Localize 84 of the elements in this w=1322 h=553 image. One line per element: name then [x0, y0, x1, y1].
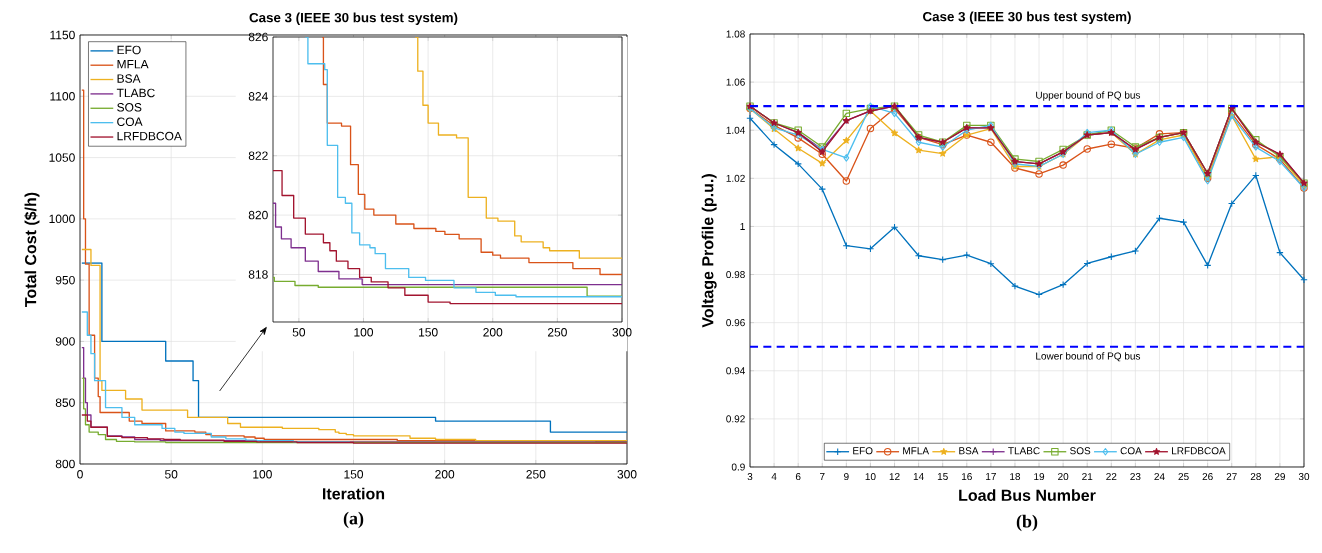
x-tick-label: 100 [354, 328, 374, 337]
x-tick-label: 12 [889, 473, 900, 481]
y-tick-label: 900 [55, 337, 75, 346]
x-axis-title: Iteration [323, 487, 385, 500]
legend-label: EFO [117, 45, 141, 55]
x-tick-label: 14 [913, 473, 924, 480]
y-tick-label: 0.94 [726, 367, 745, 375]
x-tick-label: 300 [617, 470, 637, 479]
x-tick-label: 150 [419, 328, 438, 337]
x-tick-label: 9 [844, 473, 849, 481]
y-tick-label: 1100 [50, 92, 75, 101]
text: (a) [343, 511, 364, 529]
chart-title: Case 3 (IEEE 30 bus test system) [923, 11, 1131, 24]
legend-label: EFO [853, 447, 873, 455]
legend-label: TLABC [116, 88, 155, 98]
x-tick-label: 250 [547, 328, 567, 337]
x-tick-label: 10 [865, 473, 876, 481]
x-tick-label: 20 [1058, 473, 1069, 481]
x-tick-label: 300 [612, 328, 632, 337]
y-tick-label: 0.96 [726, 319, 745, 327]
x-tick-label: 22 [1106, 473, 1117, 481]
x-tick-label: 29 [1274, 473, 1285, 481]
y-tick-label: 824 [248, 92, 268, 101]
x-tick-label: 24 [1154, 473, 1165, 481]
chart-title: Case 3 (IEEE 30 bus test system) [249, 12, 458, 25]
legend-label: SOS [1070, 447, 1091, 455]
x-tick-label: 50 [164, 470, 178, 479]
x-tick-label: 30 [1298, 473, 1310, 481]
legend-label: BSA [959, 447, 979, 455]
y-tick-label: 0.98 [726, 271, 745, 279]
x-tick-label: 15 [937, 473, 948, 481]
x-tick-label: 19 [1034, 473, 1045, 481]
x-tick-label: 23 [1130, 473, 1141, 481]
y-tick-label: 1.08 [726, 30, 745, 38]
x-tick-label: 21 [1082, 473, 1093, 481]
x-tick-label: 200 [435, 470, 455, 479]
y-tick-label: 1050 [49, 153, 75, 162]
x-tick-label: 4 [771, 473, 777, 480]
y-tick-label: 826 [248, 32, 268, 42]
x-tick-label: 200 [483, 328, 503, 337]
legend-label: BSA [117, 74, 141, 83]
y-tick-label: 818 [248, 270, 268, 279]
x-tick-label: 100 [253, 470, 272, 479]
x-tick-label: 250 [526, 470, 546, 479]
y-tick-label: 1.04 [726, 126, 745, 134]
y-tick-label: 820 [248, 210, 268, 220]
legend-label: COA [117, 117, 143, 126]
y-tick-label: 1.06 [726, 78, 745, 86]
y-tick-label: 1000 [49, 214, 75, 224]
y-axis-title: Voltage Profile (p.u.) [701, 174, 717, 328]
y-tick-label: 850 [55, 398, 75, 407]
x-axis-title: Load Bus Number [959, 489, 1096, 502]
x-tick-label: 0 [77, 470, 83, 479]
x-tick-label: 17 [986, 473, 996, 480]
legend-label: LRFDBCOA [117, 131, 182, 141]
legend-label: SOS [117, 103, 142, 112]
x-tick-label: 28 [1250, 473, 1261, 481]
x-tick-label: 16 [961, 473, 972, 481]
text: (b) [1016, 514, 1038, 532]
x-tick-label: 27 [1226, 473, 1237, 481]
x-tick-label: 26 [1202, 473, 1213, 481]
x-tick-label: 18 [1010, 473, 1021, 481]
legend-label: TLABC [1008, 447, 1040, 455]
x-tick-label: 25 [1178, 473, 1189, 481]
ref-line-label: Upper bound of PQ bus [1036, 91, 1141, 101]
y-tick-label: 800 [55, 459, 75, 469]
y-tick-label: 1.02 [726, 174, 745, 182]
legend-label: MFLA [117, 60, 149, 69]
x-tick-label: 150 [344, 470, 364, 479]
y-axis-title: Total Cost ($/h) [24, 192, 40, 307]
y-tick-label: 1 [740, 223, 745, 230]
y-tick-label: 822 [248, 151, 268, 160]
legend-label: LRFDBCOA [1172, 447, 1226, 455]
y-tick-label: 0.92 [726, 415, 745, 423]
legend-label: MFLA [903, 447, 930, 455]
ref-line-label: Lower bound of PQ bus [1036, 352, 1141, 362]
y-tick-label: 950 [55, 275, 75, 285]
x-tick-label: 50 [292, 328, 306, 337]
y-tick-label: 0.9 [731, 463, 745, 471]
y-tick-label: 1150 [50, 30, 75, 40]
legend-label: COA [1120, 447, 1142, 455]
x-tick-label: 3 [747, 473, 753, 481]
x-tick-label: 6 [795, 473, 801, 481]
x-tick-label: 7 [820, 473, 825, 480]
